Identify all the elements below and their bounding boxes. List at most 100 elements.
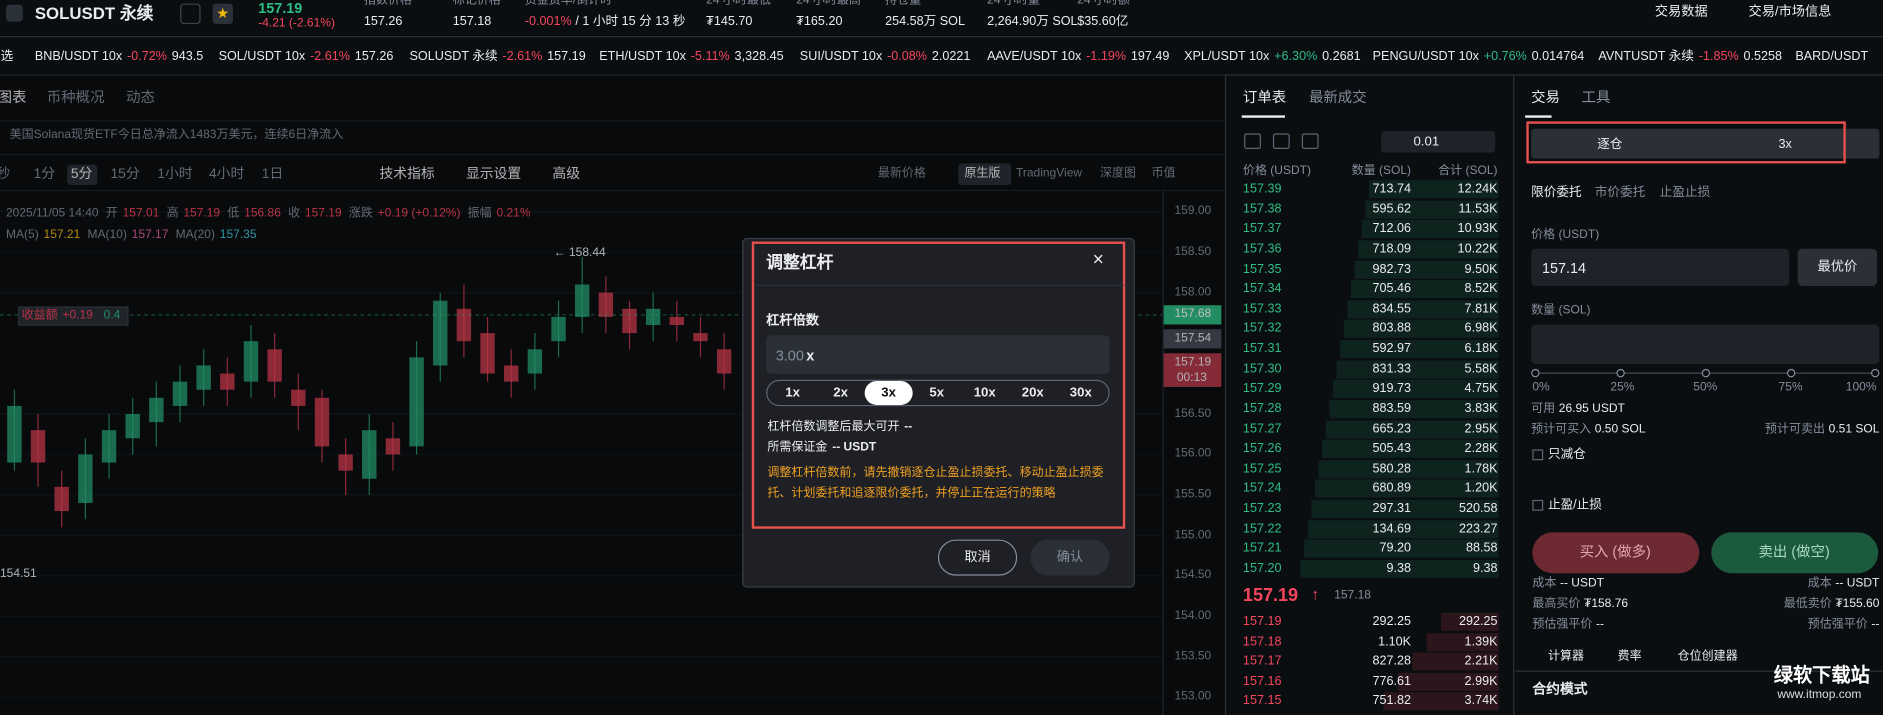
- checkbox[interactable]: [1532, 499, 1544, 511]
- text-part: ₮158.76: [1583, 597, 1629, 611]
- slider-dot[interactable]: [1531, 368, 1540, 378]
- y-tick-label: 156.00: [1174, 447, 1212, 461]
- slider-dot[interactable]: [1616, 368, 1625, 378]
- interval-button[interactable]: 1日: [261, 167, 284, 182]
- leverage-option[interactable]: 2x: [833, 385, 848, 401]
- field-label[interactable]: 数量 (SOL): [1531, 304, 1591, 318]
- divider: [1515, 670, 1883, 672]
- depth-bar: [1426, 632, 1499, 651]
- panel-tab[interactable]: 工具: [1581, 88, 1611, 106]
- leverage-option[interactable]: 5x: [929, 385, 945, 401]
- menu-icon[interactable]: [6, 4, 23, 22]
- ticker-item: SOLUSDT 永续 -2.61% 157.19: [410, 49, 586, 64]
- confirm-button[interactable]: [1030, 539, 1110, 576]
- ask-amount: 9.38: [1386, 561, 1412, 576]
- layout-toggle[interactable]: [1244, 133, 1261, 150]
- order-type-tab[interactable]: 止盈止损: [1659, 185, 1711, 200]
- order-type-tab[interactable]: 限价委托: [1531, 185, 1582, 200]
- layout-toggle[interactable]: [1272, 133, 1290, 150]
- tool-link[interactable]: 计算器: [1547, 650, 1584, 664]
- text-part: 预计可卖出: [1765, 422, 1826, 437]
- view-button[interactable]: 币值: [1151, 167, 1176, 181]
- price-arrow: ↑: [1311, 585, 1320, 604]
- panel-tab[interactable]: 币种概况: [46, 88, 105, 106]
- interval-button[interactable]: 4小时: [208, 167, 245, 182]
- order-info: 最低卖价 ₮155.60: [1784, 597, 1880, 611]
- leverage-option[interactable]: 3x: [881, 385, 897, 401]
- cancel-button[interactable]: [937, 539, 1018, 576]
- text-part: MA(20): [175, 228, 215, 242]
- view-button[interactable]: 深度图: [1100, 167, 1137, 181]
- panel-tab[interactable]: 订单表: [1242, 88, 1287, 106]
- y-tick-label: 154.50: [1174, 568, 1212, 582]
- text-part: -- USDT: [1559, 576, 1605, 591]
- view-button[interactable]: 原生版: [964, 167, 1001, 181]
- favorite-star[interactable]: ★: [212, 3, 233, 25]
- panel-tab[interactable]: 动态: [126, 88, 155, 106]
- nav-link[interactable]: 交易数据: [1654, 4, 1708, 20]
- margin-settings[interactable]: [1531, 128, 1880, 159]
- price-mode[interactable]: 最新价格: [877, 167, 926, 181]
- best-price-button[interactable]: [1797, 248, 1878, 287]
- precision-select[interactable]: [1381, 130, 1496, 153]
- interval-button[interactable]: 秒: [0, 167, 10, 184]
- section-title[interactable]: 合约模式: [1532, 682, 1588, 697]
- leverage-option[interactable]: 30x: [1069, 385, 1092, 401]
- text-part: 0.4: [103, 308, 121, 323]
- interval-button[interactable]: 1分: [33, 167, 56, 182]
- text-part: +0.19 (+0.12%): [377, 206, 461, 220]
- order-info: 预估强平价 --: [1808, 618, 1880, 632]
- high-marker: ← 158.44: [553, 246, 606, 260]
- text-part: 最高买价: [1532, 597, 1581, 611]
- text-part: --: [1871, 617, 1880, 631]
- ask-amount: 718.09: [1372, 241, 1412, 256]
- interval-button[interactable]: 5分: [70, 167, 93, 182]
- leverage-option[interactable]: 1x: [785, 385, 800, 401]
- symbol-name[interactable]: SOLUSDT 永续: [34, 3, 154, 23]
- text-part: +0.19: [62, 308, 93, 323]
- layout-toggle[interactable]: [1301, 133, 1319, 150]
- panel-tab[interactable]: 最新成交: [1308, 88, 1367, 106]
- slider-dot[interactable]: [1701, 368, 1711, 378]
- candle-body: [30, 430, 46, 463]
- view-button[interactable]: TradingView: [1015, 167, 1083, 181]
- ticker-tab[interactable]: 自选: [0, 49, 14, 64]
- checkbox[interactable]: [1532, 449, 1544, 461]
- interval-button[interactable]: 1小时: [157, 167, 193, 182]
- price-input[interactable]: [1531, 248, 1790, 287]
- tool-link[interactable]: 仓位创建器: [1677, 650, 1738, 664]
- leverage-value[interactable]: 3x: [1778, 136, 1792, 152]
- highlight-box: [1526, 121, 1846, 164]
- slider-label: 25%: [1610, 380, 1635, 395]
- ask-total: 9.38: [1472, 561, 1498, 576]
- leverage-option[interactable]: 20x: [1021, 385, 1044, 401]
- estimate: 预计可买入 0.50 SOL: [1531, 423, 1645, 437]
- ticker-item: ETH/USDT 10x -5.11% 3,328.45: [599, 49, 783, 64]
- buy-button[interactable]: [1532, 532, 1700, 574]
- panel-tab[interactable]: 图表: [0, 88, 27, 106]
- qty-input[interactable]: [1531, 324, 1880, 365]
- leverage-input[interactable]: [766, 335, 1110, 374]
- axis-line: [1162, 189, 1164, 715]
- ask-price: 157.37: [1242, 221, 1282, 236]
- interval-button[interactable]: 15分: [110, 167, 140, 182]
- sell-button[interactable]: [1711, 532, 1879, 574]
- text-part: 0.51 SOL: [1828, 422, 1880, 437]
- tool-link[interactable]: 费率: [1617, 650, 1642, 664]
- chart-tool[interactable]: 技术指标: [379, 167, 435, 182]
- close-button[interactable]: ×: [1092, 249, 1104, 271]
- icon-button[interactable]: [180, 3, 201, 25]
- chart-tool[interactable]: 显示设置: [465, 167, 522, 182]
- margin-mode[interactable]: 逐仓: [1597, 136, 1623, 152]
- slider-dot[interactable]: [1786, 368, 1796, 378]
- ask-price: 157.38: [1242, 201, 1282, 216]
- slider-label: 75%: [1778, 380, 1803, 395]
- panel-tab[interactable]: 交易: [1531, 88, 1560, 106]
- text-part: +6.30%: [1274, 49, 1318, 64]
- order-type-tab[interactable]: 市价委托: [1594, 185, 1646, 200]
- slider-dot[interactable]: [1871, 368, 1880, 378]
- text-part: 2025/11/05 14:40: [6, 206, 99, 220]
- nav-link[interactable]: 交易/市场信息: [1748, 4, 1832, 20]
- leverage-option[interactable]: 10x: [973, 385, 996, 401]
- chart-tool[interactable]: 高级: [552, 167, 581, 182]
